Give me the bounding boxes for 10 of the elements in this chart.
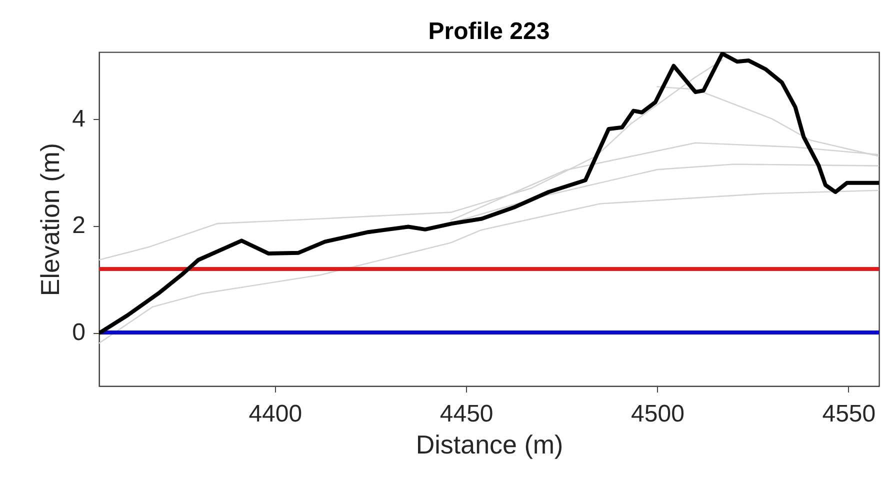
x-tick-label: 4400 bbox=[248, 400, 302, 428]
x-tick-label: 4500 bbox=[631, 400, 684, 428]
y-axis-title: Elevation (m) bbox=[35, 142, 66, 296]
x-tick-label: 4450 bbox=[440, 400, 494, 428]
x-axis-title: Distance (m) bbox=[416, 430, 564, 460]
y-tick-label: 0 bbox=[72, 319, 86, 346]
x-tick-label: 4550 bbox=[822, 400, 876, 428]
chart-title: Profile 223 bbox=[428, 18, 550, 45]
y-tick-label: 2 bbox=[72, 212, 86, 240]
y-tick-label: 4 bbox=[72, 105, 86, 132]
